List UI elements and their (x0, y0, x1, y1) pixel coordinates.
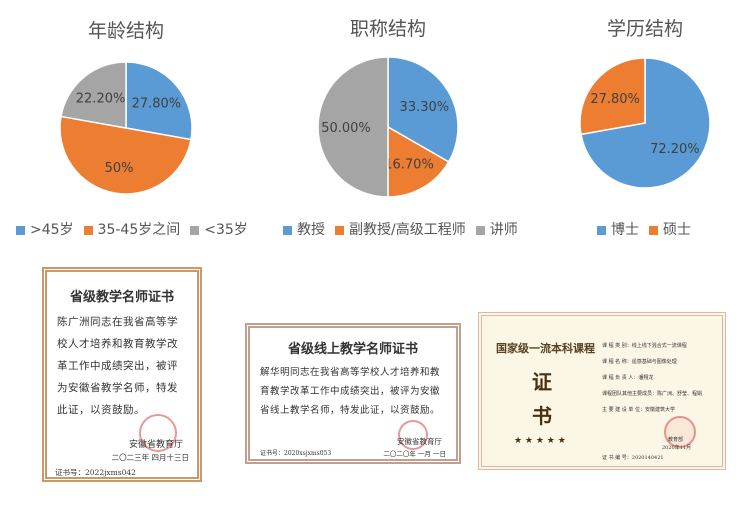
cert-issuer: 安徽省教育厅 (397, 437, 442, 446)
cert-number: 证书号：2020xsjxms053 (260, 450, 332, 457)
data-label: 72.20% (650, 142, 700, 157)
legend-item: >45岁 (16, 219, 74, 239)
pie-slice (387, 56, 459, 163)
chart-title-age: 年龄结构 (87, 20, 164, 42)
pie-slice (59, 115, 192, 195)
legend-item: 讲师 (475, 219, 518, 239)
legend-rank: 教授 副教授/高级工程师 讲师 (283, 219, 518, 239)
legend-swatch (190, 225, 200, 235)
data-label: 27.80% (590, 92, 640, 107)
cert-body: 解华明同志在我省高等学校人才培养和教育教学改革工作中成绩突出，被评为安徽省线上教… (260, 367, 441, 416)
cert-date: 二〇二三年 四月十三日 (111, 453, 189, 462)
data-label: 50% (105, 161, 134, 176)
legend-swatch (597, 225, 606, 235)
legend-item: 硕士 (649, 219, 691, 239)
seal-stamp (664, 416, 696, 448)
data-label: 50.00% (321, 121, 371, 136)
cert-field: 课 程 名 称：遥感基础与图像处理 (602, 359, 677, 365)
cert-title: 国家级一流本科课程 (496, 342, 595, 355)
data-label: 27.80% (132, 97, 182, 112)
pie-slice (317, 56, 389, 198)
legend-label: 教授 (297, 222, 325, 238)
cert-body: 陈广洲同志在我省高等学校人才培养和教育教学改革工作中成绩突出，被评为安徽省教学名… (57, 316, 178, 416)
cert-date: 二〇二〇年 一月 一日 (383, 450, 446, 458)
pie-slice (387, 125, 450, 198)
cert-field: 课程团队其他主要成员：陈广洲、舒莹、程娟 (602, 391, 703, 397)
pie-slice (579, 57, 646, 136)
certificate-provincial-teacher: 省级教学名师证书 陈广洲同志在我省高等学校人才培养和教育教学改革工作中成绩突出，… (42, 267, 202, 482)
cert-big-char: 证 (532, 370, 552, 394)
cert-number: 证 书 编 号：2020140421 (602, 455, 664, 461)
cert-issuer: 安徽省教育厅 (128, 440, 183, 450)
cert-title: 省级线上教学名师证书 (287, 342, 418, 357)
legend-item: 博士 (597, 219, 639, 239)
legend-label: 副教授/高级工程师 (349, 222, 466, 238)
pie-charts: 27.80% 50% 22.20% 33.30% 16.70% 50.00% 72.20% 2… (59, 56, 711, 198)
cert-big-char: 书 (532, 404, 552, 428)
star-icons: ★ ★ ★ ★ ★ (514, 436, 566, 446)
legend-item: 副教授/高级工程师 (335, 219, 466, 239)
legend-edu: 博士 硕士 (597, 219, 691, 239)
legend-label: >45岁 (30, 222, 74, 238)
legend-swatch (649, 225, 658, 235)
cert-field: 课 程 类 别：线上线下混合式一流课程 (602, 343, 687, 349)
legend-label: 硕士 (663, 222, 691, 238)
certificate-online-teacher: 省级线上教学名师证书 解华明同志在我省高等学校人才培养和教育教学改革工作中成绩突… (245, 323, 461, 464)
cert-date: 2020年11月 (662, 445, 692, 451)
legend-label: 博士 (611, 222, 639, 238)
pie-slice (60, 61, 127, 129)
legend-age: >45岁 35-45岁之间 <35岁 (16, 219, 248, 239)
pie-slice (125, 61, 193, 141)
legend-swatch (16, 225, 25, 235)
legend-item: <35岁 (190, 219, 248, 239)
legend-label: 35-45岁之间 (97, 222, 181, 238)
data-label: 33.30% (400, 100, 450, 115)
certificate-national-course: 国家级一流本科课程 证 书 ★ ★ ★ ★ ★ 课 程 类 别：线上线下混合式一… (478, 312, 726, 470)
legend-swatch (83, 225, 93, 235)
chart-title-rank: 职称结构 (349, 18, 426, 40)
legend-label: 讲师 (489, 222, 518, 238)
seal-stamp (139, 414, 177, 452)
cert-field: 主 要 建 设 单 位：安徽建筑大学 (602, 407, 675, 413)
legend-swatch (283, 225, 292, 235)
cert-issuer: 教育部 (668, 437, 684, 443)
cert-number: 证书号：2022jxms042 (55, 468, 136, 477)
data-label: 16.70% (384, 157, 434, 172)
legend-item: 35-45岁之间 (83, 219, 181, 239)
data-label: 22.20% (76, 92, 126, 107)
legend-item: 教授 (283, 219, 325, 239)
seal-stamp (398, 420, 428, 450)
legend-swatch (475, 225, 485, 235)
legend-label: <35岁 (204, 222, 248, 238)
cert-title: 省级教学名师证书 (69, 290, 174, 305)
chart-title-edu: 学历结构 (606, 18, 683, 40)
cert-field: 课 程 负 责 人：潘翔龙 (602, 375, 654, 381)
legend-swatch (335, 225, 344, 235)
